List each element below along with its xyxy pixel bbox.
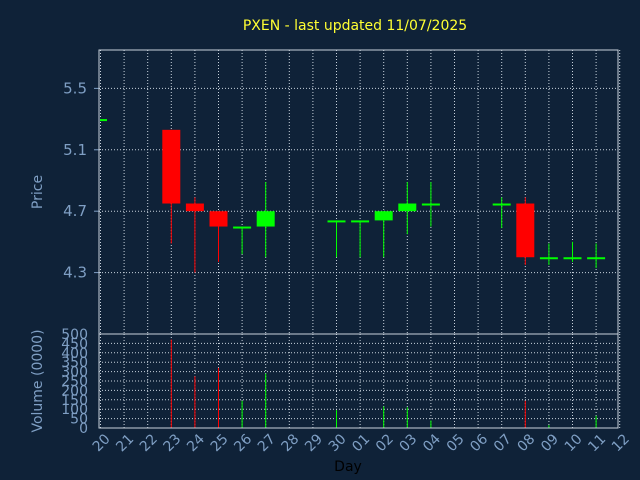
volume-tick-label: 500 bbox=[61, 327, 88, 343]
day-tick-label: 02 bbox=[373, 431, 397, 455]
candle-body bbox=[398, 203, 417, 212]
candle-body bbox=[185, 203, 204, 212]
day-tick-label: 20 bbox=[90, 431, 114, 455]
day-tick-label: 21 bbox=[113, 431, 137, 455]
candlestick-series bbox=[100, 119, 606, 273]
day-tick-label: 03 bbox=[397, 431, 421, 455]
volume-tick-label: 250 bbox=[61, 374, 88, 390]
candle-body bbox=[587, 257, 606, 260]
volume-grid bbox=[99, 333, 621, 429]
day-tick-label: 09 bbox=[538, 431, 562, 455]
volume-plot-frame bbox=[98, 333, 619, 429]
candle-body bbox=[351, 220, 370, 223]
price-tick-label: 4.7 bbox=[63, 202, 87, 220]
candle-body bbox=[256, 211, 275, 227]
day-tick-label: 30 bbox=[326, 431, 350, 455]
day-tick-label: 10 bbox=[562, 431, 586, 455]
price-tick-label: 4.3 bbox=[63, 264, 87, 282]
candle-body bbox=[516, 203, 535, 258]
price-tick-labels: 4.3 4.7 5.1 5.5 bbox=[63, 79, 99, 282]
price-axis-label: Price bbox=[30, 175, 46, 209]
price-tick-label: 5.5 bbox=[63, 79, 87, 97]
candle-body bbox=[492, 203, 511, 206]
candle-body bbox=[421, 203, 440, 206]
day-tick-label: 27 bbox=[255, 431, 279, 455]
candle-body bbox=[374, 211, 393, 221]
candle-body bbox=[162, 129, 181, 204]
day-tick-label: 05 bbox=[444, 431, 468, 455]
volume-axis-label: Volume (0000) bbox=[30, 329, 46, 432]
candle-body bbox=[539, 257, 558, 260]
chart-title: PXEN - last updated 11/07/2025 bbox=[243, 18, 467, 34]
volume-tick-label: 300 bbox=[61, 365, 88, 381]
volume-tick-label: 150 bbox=[61, 393, 88, 409]
volume-tick-label: 350 bbox=[61, 355, 88, 371]
day-tick-label: 12 bbox=[609, 431, 633, 455]
day-tick-label: 26 bbox=[231, 431, 255, 455]
volume-tick-label: 400 bbox=[61, 346, 88, 362]
candle-body bbox=[100, 119, 107, 122]
volume-tick-label: 50 bbox=[70, 412, 88, 428]
day-tick-label: 23 bbox=[161, 431, 185, 455]
candle-body bbox=[233, 226, 252, 229]
day-tick-label: 22 bbox=[137, 431, 161, 455]
day-tick-label: 24 bbox=[184, 431, 208, 455]
candle-body bbox=[209, 211, 228, 227]
price-tick-label: 5.1 bbox=[63, 141, 87, 159]
candle-body bbox=[563, 257, 582, 260]
volume-tick-label: 450 bbox=[61, 336, 88, 352]
day-tick-label: 29 bbox=[302, 431, 326, 455]
volume-tick-label: 100 bbox=[61, 402, 88, 418]
day-tick-label: 07 bbox=[491, 431, 515, 455]
day-tick-labels: 20 21 22 23 24 25 26 27 28 29 30 01 02 03 04 05 06 07 08 09… bbox=[90, 431, 633, 455]
day-tick-label: 11 bbox=[585, 431, 609, 455]
volume-tick-label: 0 bbox=[79, 421, 88, 437]
x-axis-label: Day bbox=[334, 459, 362, 475]
volume-series bbox=[170, 339, 597, 428]
day-tick-label: 04 bbox=[420, 431, 444, 455]
volume-tick-label: 200 bbox=[61, 383, 88, 399]
day-tick-label: 06 bbox=[467, 431, 491, 455]
day-tick-label: 28 bbox=[279, 431, 303, 455]
day-tick-label: 08 bbox=[515, 431, 539, 455]
day-tick-label: 25 bbox=[208, 431, 232, 455]
day-tick-label: 01 bbox=[349, 431, 373, 455]
candle-body bbox=[327, 220, 346, 223]
